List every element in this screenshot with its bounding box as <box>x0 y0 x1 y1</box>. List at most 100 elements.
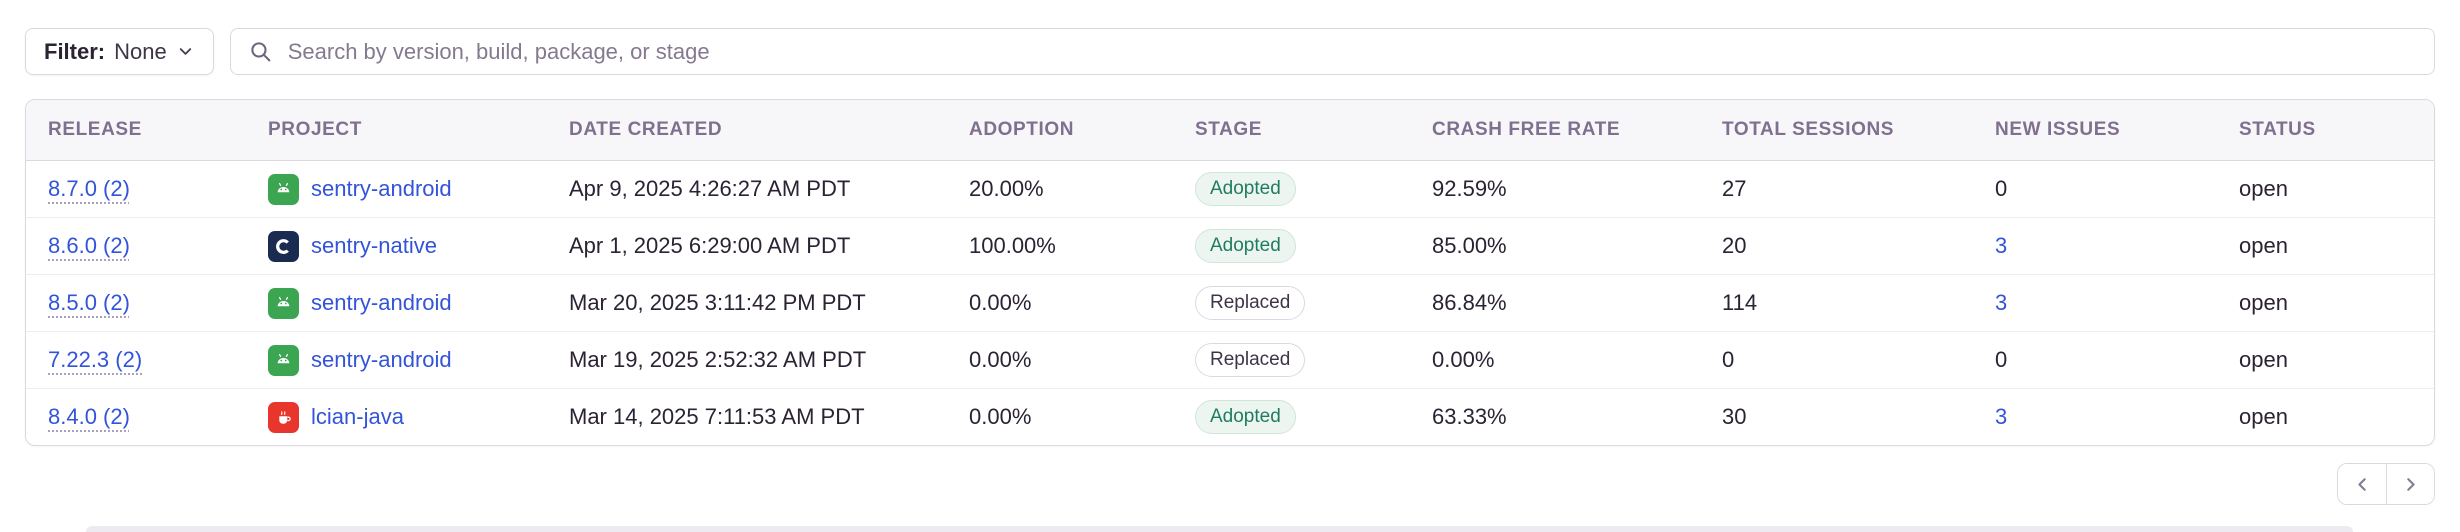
adoption-cell: 20.00% <box>947 160 1173 218</box>
date-created-cell: Mar 14, 2025 7:11:53 AM PDT <box>547 389 947 446</box>
column-header-stage: STAGE <box>1173 100 1410 161</box>
table-row: 8.6.0 (2) sentry-native Apr 1, 2025 6:29… <box>26 217 2434 275</box>
total-sessions-cell: 0 <box>1700 331 1973 389</box>
date-created-value: Mar 19, 2025 2:52:32 AM PDT <box>569 347 867 372</box>
adoption-value: 0.00% <box>969 347 1032 372</box>
total-sessions-cell: 30 <box>1700 389 1973 446</box>
column-header-project: PROJECT <box>246 100 547 161</box>
new-issues-count: 0 <box>1995 347 2008 372</box>
release-link[interactable]: 8.5.0 (2) <box>48 290 130 315</box>
new-issues-link[interactable]: 3 <box>1995 233 2008 258</box>
total-sessions-value: 0 <box>1722 347 1735 372</box>
next-page-button[interactable] <box>2386 464 2434 504</box>
new-issues-link[interactable]: 3 <box>1995 290 2008 315</box>
status-value: open <box>2239 233 2288 258</box>
crash-free-rate-value: 63.33% <box>1432 404 1507 429</box>
crash-free-rate-value: 86.84% <box>1432 290 1507 315</box>
date-created-cell: Mar 20, 2025 3:11:42 PM PDT <box>547 274 947 332</box>
android-icon <box>268 287 299 319</box>
total-sessions-value: 30 <box>1722 404 1747 429</box>
stage-badge: Adopted <box>1195 229 1296 263</box>
column-header-release: RELEASE <box>26 100 246 161</box>
adoption-cell: 0.00% <box>947 274 1173 332</box>
search-icon <box>248 39 273 64</box>
project-link[interactable]: sentry-native <box>311 233 437 258</box>
new-issues-count: 0 <box>1995 176 2008 201</box>
new-issues-cell: 0 <box>1973 160 2217 218</box>
chevron-left-icon <box>2352 474 2373 495</box>
release-cell: 8.7.0 (2) <box>26 160 246 218</box>
status-value: open <box>2239 176 2288 201</box>
crash-free-rate-cell: 92.59% <box>1410 160 1700 218</box>
releases-table-card: RELEASE PROJECT DATE CREATED ADOPTION ST… <box>25 99 2435 446</box>
adoption-cell: 0.00% <box>947 389 1173 446</box>
date-created-value: Apr 1, 2025 6:29:00 AM PDT <box>569 233 851 258</box>
total-sessions-value: 114 <box>1722 290 1758 315</box>
column-header-status: STATUS <box>2217 100 2434 161</box>
search-input[interactable] <box>285 37 2417 66</box>
release-link[interactable]: 8.4.0 (2) <box>48 404 130 429</box>
status-cell: open <box>2217 274 2434 332</box>
android-icon <box>268 344 299 376</box>
release-link[interactable]: 8.7.0 (2) <box>48 176 130 201</box>
filter-dropdown-button[interactable]: Filter: None <box>25 28 214 75</box>
new-issues-link[interactable]: 3 <box>1995 404 2008 429</box>
status-cell: open <box>2217 331 2434 389</box>
column-header-crash-free-rate: CRASH FREE RATE <box>1410 100 1700 161</box>
project-cell: lcian-java <box>246 389 547 446</box>
stage-cell: Adopted <box>1173 160 1410 218</box>
column-header-adoption: ADOPTION <box>947 100 1173 161</box>
stage-badge: Replaced <box>1195 286 1306 320</box>
stage-cell: Replaced <box>1173 331 1410 389</box>
next-section-edge <box>86 526 2353 532</box>
table-row: 8.5.0 (2) sentry-android Mar 20, 2025 3:… <box>26 274 2434 332</box>
release-cell: 8.4.0 (2) <box>26 389 246 446</box>
date-created-value: Apr 9, 2025 4:26:27 AM PDT <box>569 176 851 201</box>
stage-cell: Adopted <box>1173 217 1410 275</box>
new-issues-cell: 3 <box>1973 389 2217 446</box>
stage-badge: Replaced <box>1195 343 1306 377</box>
adoption-value: 20.00% <box>969 176 1044 201</box>
project-link[interactable]: sentry-android <box>311 347 452 372</box>
status-cell: open <box>2217 160 2434 218</box>
column-header-date-created: DATE CREATED <box>547 100 947 161</box>
table-row: 8.7.0 (2) sentry-android Apr 9, 2025 4:2… <box>26 160 2434 218</box>
status-value: open <box>2239 404 2288 429</box>
total-sessions-cell: 114 <box>1700 274 1973 332</box>
status-cell: open <box>2217 389 2434 446</box>
crash-free-rate-value: 92.59% <box>1432 176 1507 201</box>
java-icon <box>268 401 299 433</box>
adoption-cell: 100.00% <box>947 217 1173 275</box>
adoption-cell: 0.00% <box>947 331 1173 389</box>
crash-free-rate-value: 85.00% <box>1432 233 1507 258</box>
stage-badge: Adopted <box>1195 400 1296 434</box>
new-issues-cell: 0 <box>1973 331 2217 389</box>
date-created-cell: Mar 19, 2025 2:52:32 AM PDT <box>547 331 947 389</box>
date-created-cell: Apr 9, 2025 4:26:27 AM PDT <box>547 160 947 218</box>
column-header-total-sessions: TOTAL SESSIONS <box>1700 100 1973 161</box>
crash-free-rate-cell: 86.84% <box>1410 274 1700 332</box>
project-link[interactable]: lcian-java <box>311 404 404 429</box>
release-link[interactable]: 7.22.3 (2) <box>48 347 143 372</box>
table-header-row: RELEASE PROJECT DATE CREATED ADOPTION ST… <box>26 100 2434 161</box>
filter-label: Filter: <box>44 38 106 64</box>
pagination <box>2337 463 2435 505</box>
project-cell: sentry-android <box>246 274 547 332</box>
total-sessions-value: 20 <box>1722 233 1747 258</box>
android-icon <box>268 173 299 205</box>
release-link[interactable]: 8.6.0 (2) <box>48 233 130 258</box>
status-value: open <box>2239 347 2288 372</box>
releases-table: RELEASE PROJECT DATE CREATED ADOPTION ST… <box>26 100 2434 445</box>
project-link[interactable]: sentry-android <box>311 176 452 201</box>
previous-page-button[interactable] <box>2338 464 2386 504</box>
date-created-cell: Apr 1, 2025 6:29:00 AM PDT <box>547 217 947 275</box>
release-cell: 7.22.3 (2) <box>26 331 246 389</box>
total-sessions-cell: 27 <box>1700 160 1973 218</box>
crash-free-rate-cell: 0.00% <box>1410 331 1700 389</box>
project-link[interactable]: sentry-android <box>311 290 452 315</box>
project-cell: sentry-android <box>246 331 547 389</box>
date-created-value: Mar 20, 2025 3:11:42 PM PDT <box>569 290 866 315</box>
status-value: open <box>2239 290 2288 315</box>
release-cell: 8.6.0 (2) <box>26 217 246 275</box>
c-icon <box>268 230 299 262</box>
